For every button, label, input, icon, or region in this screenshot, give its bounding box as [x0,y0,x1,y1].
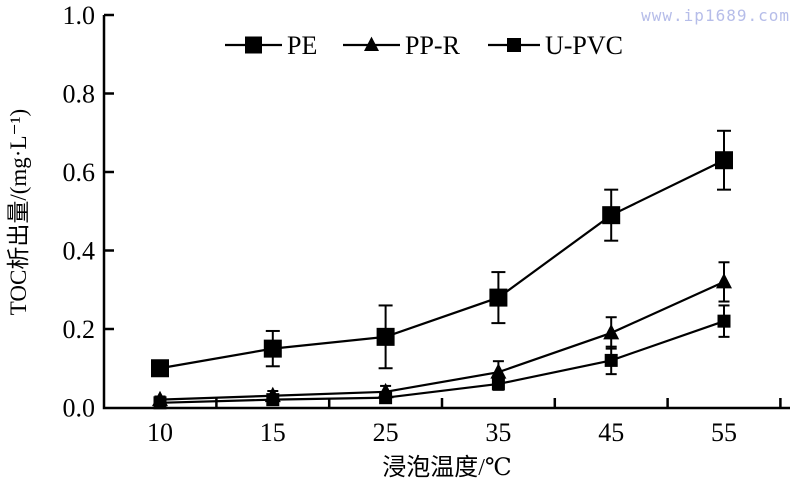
x-tick-label: 45 [598,418,624,447]
data-point-marker [266,393,280,407]
legend-item-u-pvc: U-PVC [488,31,623,60]
series-pe [151,129,733,378]
y-tick-label: 0.8 [63,80,96,109]
data-point-marker [490,363,507,379]
data-point-marker [717,314,731,328]
y-tick-label: 0.2 [63,315,96,344]
legend-label: PP-R [405,31,461,60]
x-tick-label: 25 [373,418,399,447]
legend-marker [507,38,521,52]
data-point-marker [376,327,395,346]
series-u-pvc [153,304,731,410]
y-tick-label: 1.0 [63,1,96,30]
legend: PE PP-R U-PVC [225,31,623,60]
data-point-marker [602,206,621,225]
data-point-marker [715,151,733,170]
series-pp-r [152,261,732,407]
watermark-text: www.ip1689.com [641,6,790,25]
x-tick-label: 10 [147,418,173,447]
data-point-marker [716,272,732,289]
series-line [159,280,725,401]
legend-label: U-PVC [545,31,623,60]
legend-label: PE [287,31,317,60]
data-point-marker [151,359,169,378]
data-point-marker [491,377,505,391]
y-tick-label: 0.6 [63,158,96,187]
legend-marker [245,36,262,54]
y-axis-title: TOC析出量/(mg·L⁻¹) [6,109,31,315]
legend-item-pp-r: PP-R [343,31,461,60]
y-tick-label: 0.4 [63,237,96,266]
data-point-marker [263,339,282,358]
legend-marker [364,36,379,52]
axis-spines [102,15,790,410]
x-axis-title: 浸泡温度/℃ [382,454,512,481]
axes: 0.0 0.2 0.4 0.6 0.8 1.0 10 15 25 35 45 55 浸泡温度/℃ TOC析… [6,1,790,481]
series-line [159,159,725,370]
x-tick-label: 55 [711,418,737,447]
x-tick-label: 15 [260,418,286,447]
data-point-marker [604,353,618,367]
data-point-marker [153,396,167,410]
y-tick-label: 0.0 [63,394,96,423]
legend-item-pe: PE [225,31,317,60]
series-line [159,320,725,404]
data-point-marker [379,391,393,405]
data-point-marker [603,323,620,340]
x-tick-label: 35 [485,418,511,447]
data-point-marker [489,288,508,307]
